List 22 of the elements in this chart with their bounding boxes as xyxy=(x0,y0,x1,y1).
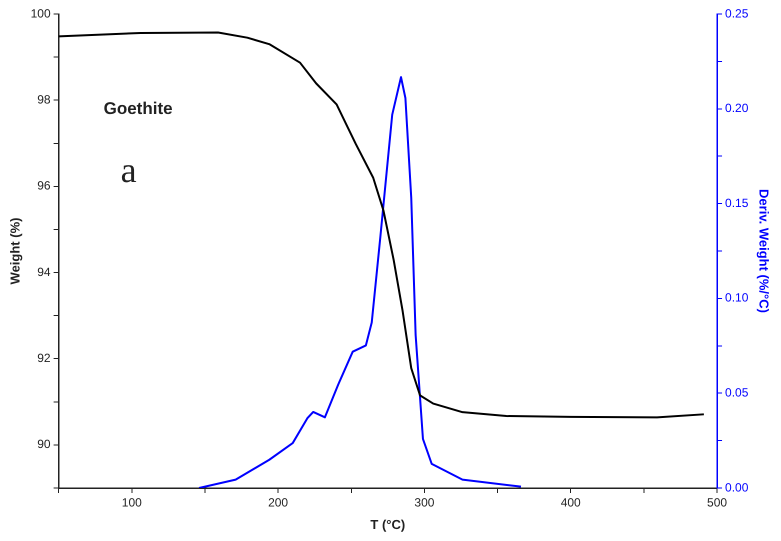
y2-tick-label: 0.20 xyxy=(725,101,749,116)
x-tick-label: 200 xyxy=(268,496,288,510)
y-tick-label: 98 xyxy=(37,92,51,106)
y2-tick-label: 0.25 xyxy=(725,6,749,20)
y2-tick-label: 0.05 xyxy=(725,386,749,400)
y2-tick-label: 0.10 xyxy=(725,290,749,305)
y2-tick-label: 0.00 xyxy=(725,480,749,494)
x-axis-title: T (°C) xyxy=(370,516,406,532)
x-tick-label: 300 xyxy=(414,496,435,510)
y-axis-title: Weight (%) xyxy=(7,218,22,284)
y2-tick-label: 0.15 xyxy=(725,196,749,210)
y-tick-label: 92 xyxy=(37,351,51,366)
y-tick-label: 96 xyxy=(37,178,51,193)
y-tick-label: 90 xyxy=(37,437,51,452)
x-tick-label: 400 xyxy=(560,496,582,510)
y-tick-label: 100 xyxy=(30,6,51,20)
annotation: a xyxy=(120,150,137,190)
annotation: Goethite xyxy=(104,99,173,118)
y2-axis-title: Deriv. Weight (%/°C) xyxy=(756,189,772,313)
y-tick-label: 94 xyxy=(37,264,51,279)
x-tick-label: 100 xyxy=(122,496,142,510)
x-tick-label: 500 xyxy=(707,496,728,510)
